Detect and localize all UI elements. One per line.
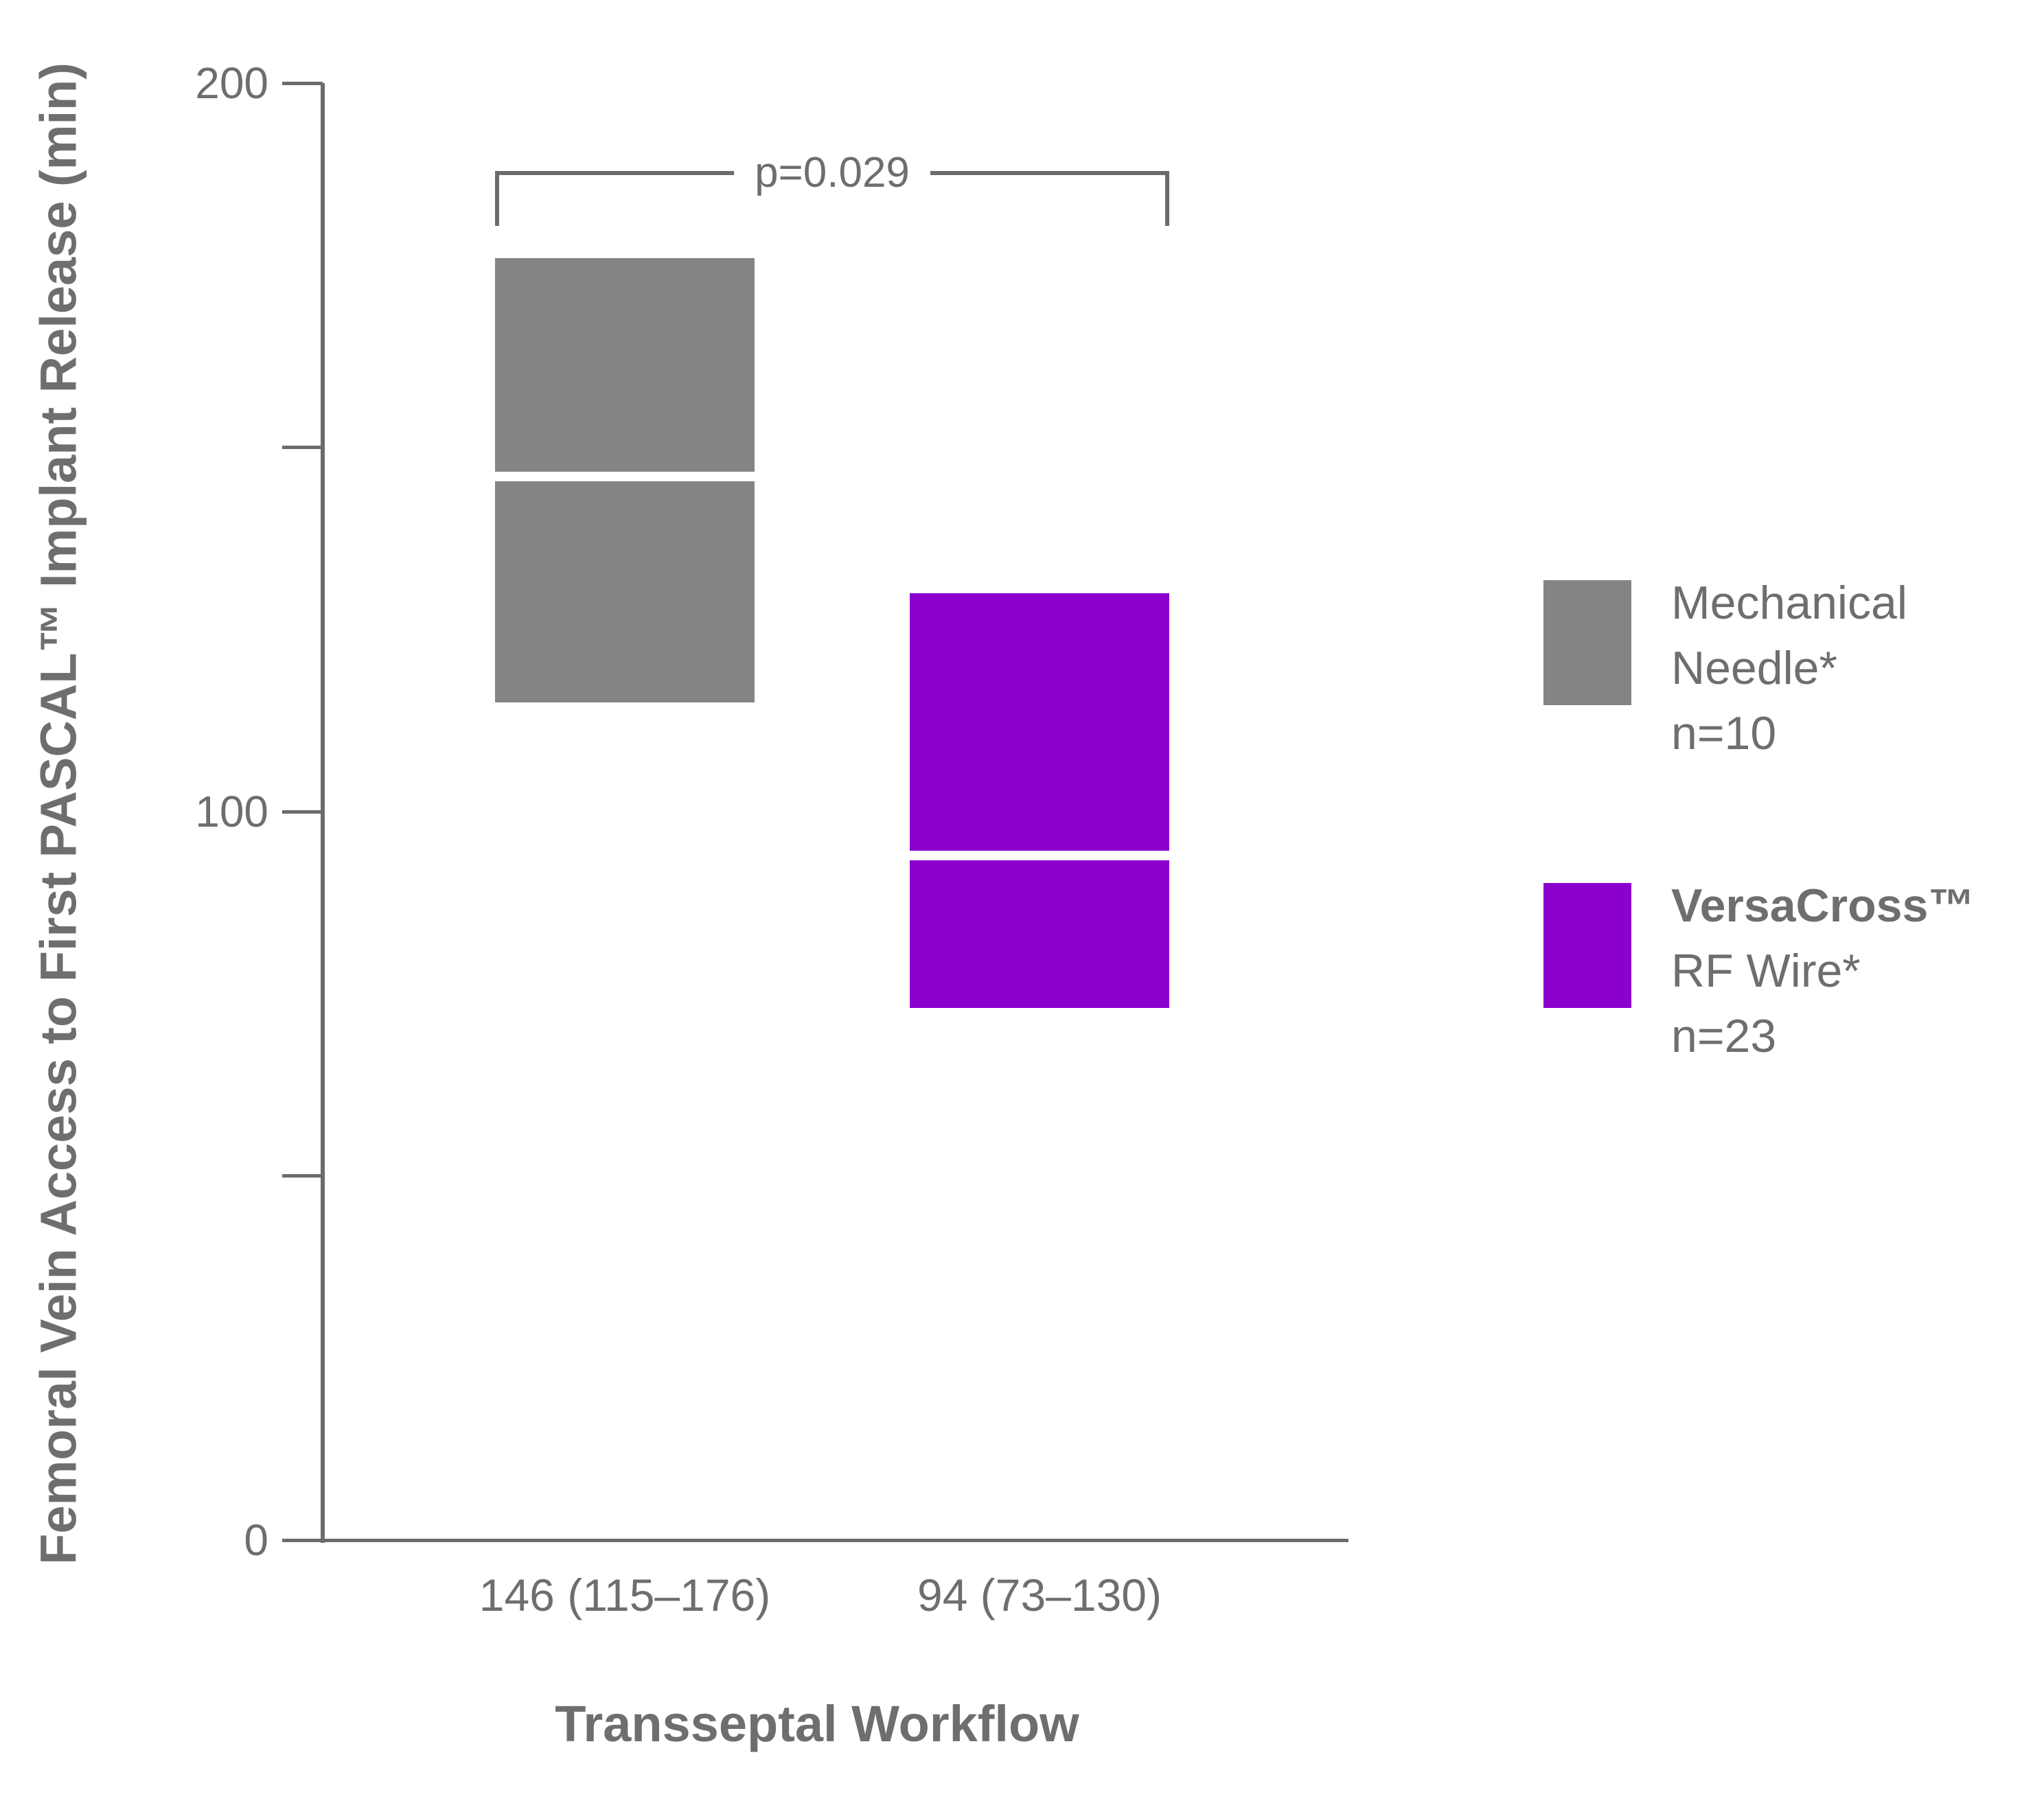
legend-swatch-gray xyxy=(1543,580,1631,705)
legend-label-mechanical-needle: Mechanical Needle* n=10 xyxy=(1671,571,1907,766)
legend-label-versacross-rf-wire: VersaCross™ RF Wire* n=23 xyxy=(1671,873,1975,1069)
legend-line: Mechanical xyxy=(1671,577,1907,629)
y-tick-0 xyxy=(282,1538,1348,1542)
median-line xyxy=(495,471,755,481)
y-tick-label-200: 200 xyxy=(195,58,268,108)
legend-item-mechanical-needle: Mechanical Needle* n=10 xyxy=(1543,577,1975,766)
box-versacross-rf-wire xyxy=(910,593,1169,1009)
legend-line: VersaCross™ xyxy=(1671,880,1975,932)
legend-line: n=10 xyxy=(1671,707,1777,759)
legend-swatch-purple xyxy=(1543,883,1631,1008)
legend-line: Needle* xyxy=(1671,642,1837,694)
category-label: 146 (115–176) xyxy=(479,1570,771,1620)
legend-line: n=23 xyxy=(1671,1010,1777,1062)
y-tick-200 xyxy=(282,81,323,85)
bracket-right-end xyxy=(1165,171,1169,226)
p-value-label: p=0.029 xyxy=(734,146,930,200)
y-axis-line xyxy=(321,83,325,1543)
y-tick-50 xyxy=(282,1174,323,1178)
legend-item-versacross-rf-wire: VersaCross™ RF Wire* n=23 xyxy=(1543,880,1975,1069)
y-tick-label-0: 0 xyxy=(244,1515,268,1565)
median-line xyxy=(910,850,1169,860)
y-tick-100 xyxy=(282,810,323,814)
bracket-left-end xyxy=(495,171,499,226)
x-axis-title: Transseptal Workflow xyxy=(555,1695,1079,1752)
legend: Mechanical Needle* n=10 VersaCross™ RF W… xyxy=(1543,577,1975,1186)
legend-line: RF Wire* xyxy=(1671,945,1861,997)
y-tick-label-100: 100 xyxy=(195,787,268,836)
category-label: 94 (73–130) xyxy=(917,1570,1162,1620)
y-tick-150 xyxy=(282,446,323,449)
y-axis-title: Femoral Vein Access to First PASCAL™ Imp… xyxy=(30,62,87,1565)
